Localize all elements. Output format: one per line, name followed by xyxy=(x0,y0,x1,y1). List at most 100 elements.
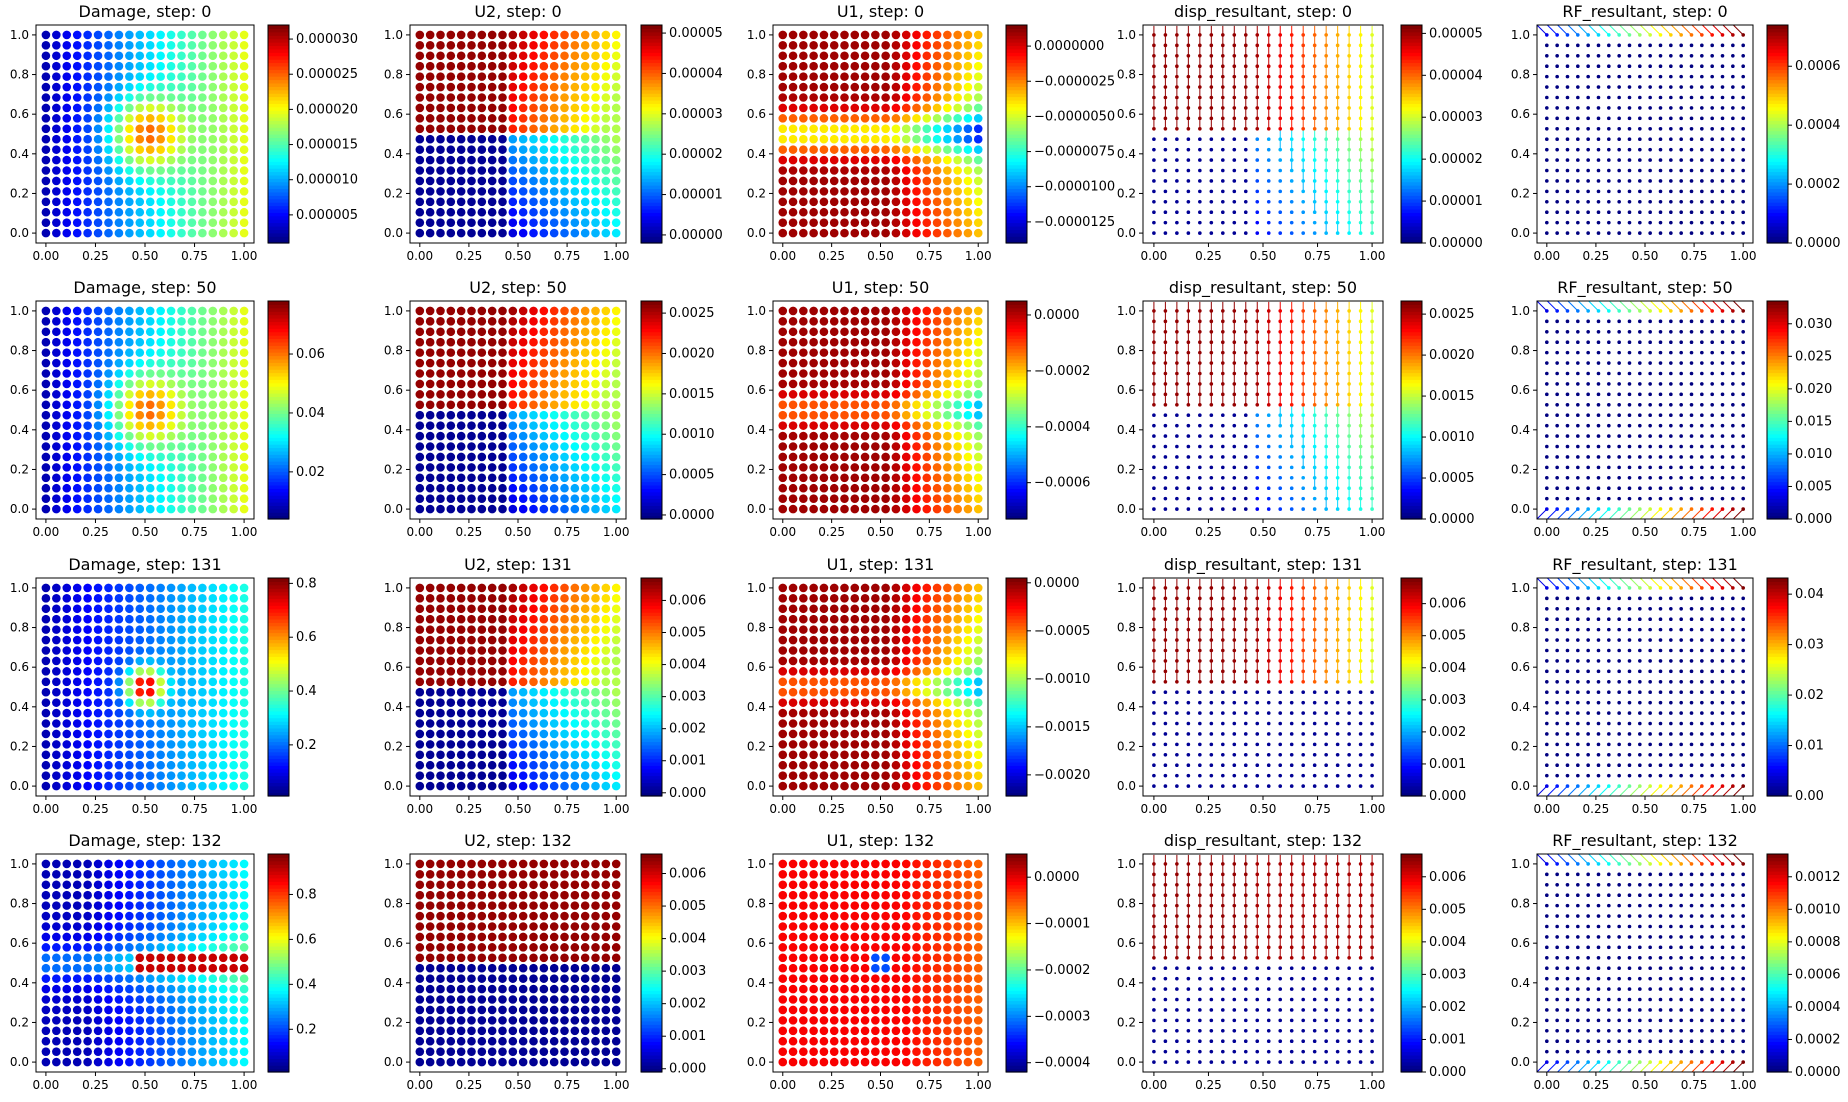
data-point xyxy=(198,473,207,483)
data-point xyxy=(518,504,528,514)
data-point xyxy=(829,187,839,196)
data-point xyxy=(508,103,518,113)
data-point xyxy=(829,61,839,71)
data-point xyxy=(601,421,611,430)
data-point xyxy=(549,51,559,61)
colorbar-segment xyxy=(1767,65,1788,70)
data-point xyxy=(436,103,445,113)
node-point xyxy=(1312,455,1317,459)
data-point xyxy=(871,390,880,399)
data-point xyxy=(840,176,849,186)
node-point xyxy=(1335,116,1340,121)
node-point xyxy=(1198,116,1202,121)
node-point xyxy=(1221,43,1225,48)
data-point xyxy=(229,103,238,113)
data-point xyxy=(963,379,973,389)
node-point xyxy=(1370,444,1374,449)
node-point xyxy=(1731,231,1735,235)
data-point xyxy=(508,82,518,92)
data-point xyxy=(601,41,611,50)
data-point xyxy=(425,155,435,165)
node-point xyxy=(1689,137,1694,142)
data-point xyxy=(809,369,818,378)
data-point xyxy=(208,176,218,186)
node-point xyxy=(1370,147,1374,152)
data-point xyxy=(891,400,901,410)
data-point xyxy=(601,228,611,238)
data-point xyxy=(125,134,134,144)
data-point xyxy=(83,72,92,81)
data-point xyxy=(891,145,901,154)
data-point xyxy=(963,504,973,514)
data-point xyxy=(943,93,952,102)
data-point xyxy=(963,93,973,102)
data-point xyxy=(778,82,788,92)
colorbar-segment xyxy=(268,113,289,118)
colorbar-segment xyxy=(1767,55,1788,60)
data-point xyxy=(850,452,860,462)
node-point xyxy=(1255,220,1260,225)
node-point xyxy=(1555,199,1559,204)
data-point xyxy=(487,504,497,514)
node-point xyxy=(1741,116,1745,121)
data-point xyxy=(156,369,165,378)
data-point xyxy=(467,431,476,441)
data-point xyxy=(601,51,611,61)
data-point xyxy=(83,400,92,410)
node-point xyxy=(1152,189,1156,194)
data-point xyxy=(963,369,973,378)
colorbar-segment xyxy=(1006,324,1027,329)
data-point xyxy=(208,431,218,441)
node-point xyxy=(1301,455,1305,459)
node-point xyxy=(1731,43,1735,48)
data-point xyxy=(611,72,621,81)
node-point xyxy=(1221,189,1225,194)
node-point xyxy=(1232,220,1237,225)
data-point xyxy=(881,452,890,462)
colorbar-segment xyxy=(1767,31,1788,36)
data-point xyxy=(477,390,487,399)
colorbar-tick-label: 0.000015 xyxy=(296,138,358,153)
data-point xyxy=(871,207,880,217)
data-point xyxy=(591,421,600,430)
data-point xyxy=(819,369,829,378)
data-point xyxy=(518,421,528,430)
node-point xyxy=(1266,455,1271,459)
colorbar-tick-label: 0.00001 xyxy=(669,188,723,203)
node-point xyxy=(1370,64,1374,69)
data-point xyxy=(508,207,518,217)
data-point xyxy=(125,124,134,134)
colorbar-segment xyxy=(1767,178,1788,183)
data-point xyxy=(446,30,456,40)
data-point xyxy=(425,379,435,389)
node-point xyxy=(1347,179,1351,183)
panel-title: U2, step: 0 xyxy=(474,2,561,21)
node-point xyxy=(1617,231,1621,235)
data-point xyxy=(953,337,962,347)
colorbar-segment xyxy=(268,478,289,483)
data-point xyxy=(922,228,932,238)
node-point xyxy=(1669,126,1673,131)
data-point xyxy=(104,207,113,217)
colorbar-tick-label: −0.0004 xyxy=(1034,420,1090,435)
colorbar-segment xyxy=(1006,461,1027,466)
data-point xyxy=(549,187,559,196)
x-tick-label: 0.50 xyxy=(867,249,894,263)
node-point xyxy=(1186,465,1191,470)
data-point xyxy=(871,197,880,207)
colorbar-segment xyxy=(1006,474,1027,479)
colorbar-segment xyxy=(268,99,289,104)
data-point xyxy=(570,124,580,134)
data-point xyxy=(953,317,962,326)
data-point xyxy=(860,134,870,144)
node-point xyxy=(1198,231,1202,235)
node-point xyxy=(1700,64,1704,69)
node-point xyxy=(1198,392,1202,397)
colorbar-segment xyxy=(1006,76,1027,81)
data-point xyxy=(840,166,849,175)
node-point xyxy=(1312,507,1317,511)
data-point xyxy=(788,51,798,61)
node-point xyxy=(1266,147,1271,152)
node-point xyxy=(1175,43,1179,48)
node-point xyxy=(1358,53,1363,58)
